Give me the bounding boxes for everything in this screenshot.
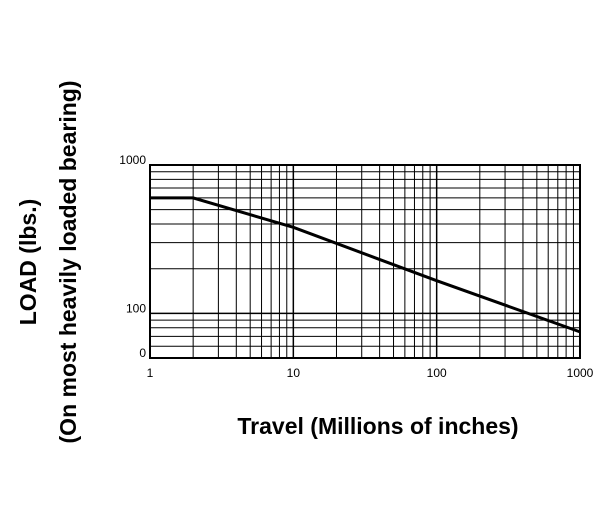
x-tick-label: 1000	[567, 366, 594, 380]
y-axis-label: (On most heavily loaded bearing)	[55, 81, 81, 444]
x-axis-label: Travel (Millions of inches)	[237, 413, 518, 439]
x-tick-label: 10	[287, 366, 301, 380]
plot-frame	[149, 164, 581, 359]
y-tick-label: 1000	[119, 153, 146, 167]
data-line	[150, 196, 581, 334]
x-tick-label: 100	[427, 366, 447, 380]
y-tick-label: 100	[126, 302, 146, 316]
x-tick-label: 1	[147, 366, 154, 380]
y-tick-label: 0	[139, 346, 146, 360]
y-axis-label: LOAD (lbs.)	[15, 199, 41, 326]
